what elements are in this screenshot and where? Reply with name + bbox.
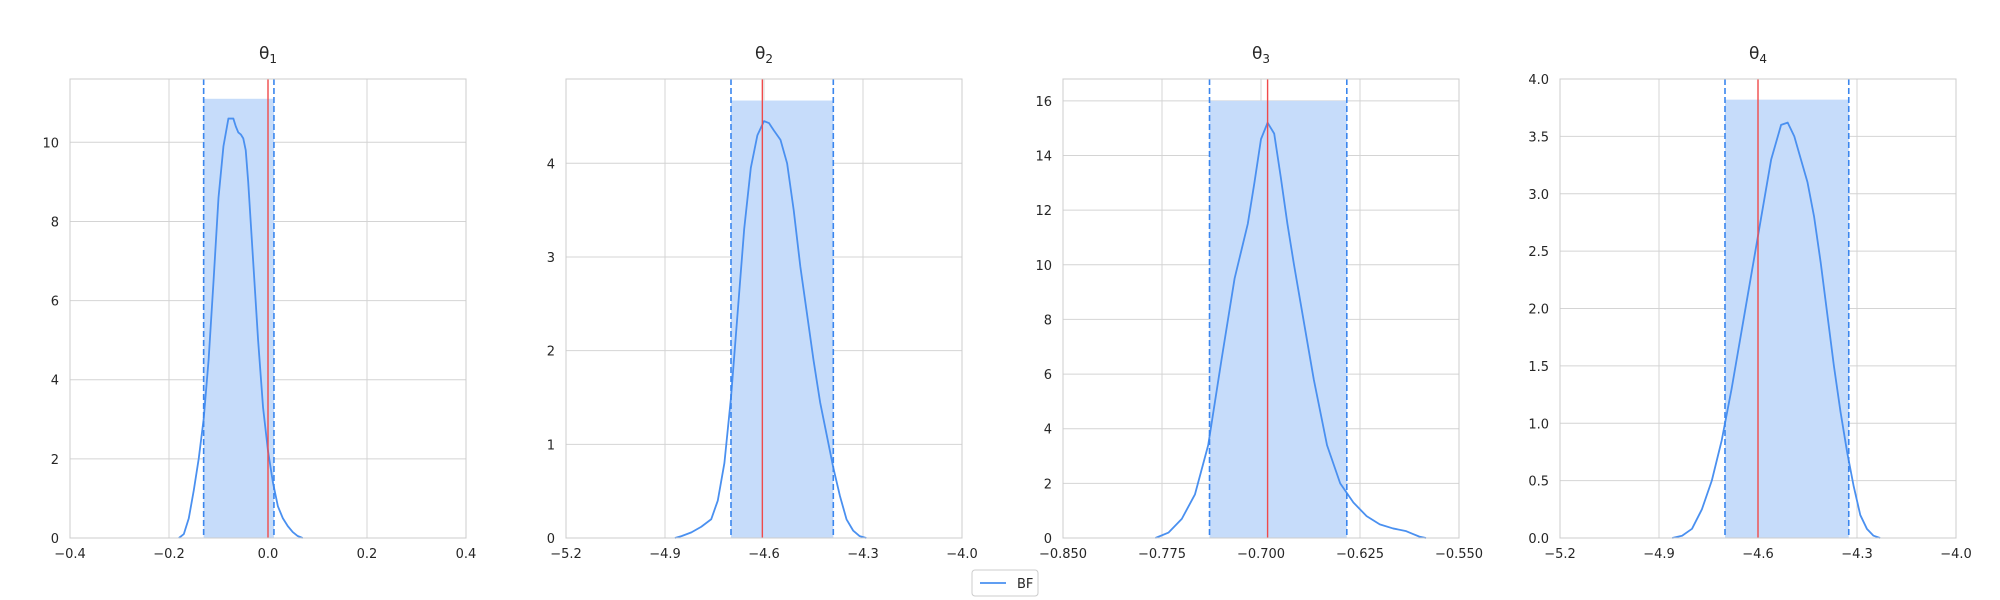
y-tick-label: 0.0 [1528, 532, 1549, 547]
y-tick-label: 3 [547, 251, 555, 266]
y-tick-label: 3.5 [1528, 130, 1549, 145]
y-tick-label: 8 [51, 215, 59, 230]
title-subscript: 3 [1262, 52, 1270, 66]
interval-band [1209, 100, 1347, 538]
subplot-title: θ2 [755, 44, 773, 66]
y-tick-label: 2.0 [1528, 303, 1549, 318]
axes-frame [1062, 78, 1460, 539]
y-tick-label: 1 [547, 438, 555, 453]
y-tick-label: 3.0 [1528, 188, 1549, 203]
axes-frame [565, 78, 963, 539]
subplot-theta-1: θ1 −0.4 −0.2 0.0 0.2 0.4 0 2 4 6 8 10 [42, 44, 476, 562]
x-tick-label: −0.625 [1336, 547, 1384, 562]
x-tick-label: −4.3 [847, 547, 879, 562]
x-tick-label: −0.775 [1138, 547, 1186, 562]
x-tick-label: −0.2 [153, 547, 185, 562]
y-tick-label: 4 [547, 157, 555, 172]
x-tick-label: −0.850 [1039, 547, 1087, 562]
y-tick-label: 8 [1044, 313, 1052, 328]
kde-line [1155, 121, 1427, 539]
x-tick-label: −4.9 [649, 547, 681, 562]
title-base: θ [755, 44, 765, 64]
title-subscript: 1 [269, 52, 277, 66]
y-tick-label: 12 [1035, 204, 1052, 219]
title-base: θ [1252, 44, 1262, 64]
x-tick-label: 0.4 [456, 547, 477, 562]
legend: BF [971, 569, 1039, 597]
kde-line [1671, 121, 1881, 539]
x-tick-label: −4.0 [1940, 547, 1972, 562]
y-tick-label: 4 [51, 374, 59, 389]
x-tick-label: 0.2 [357, 547, 378, 562]
y-tick-label: 2 [51, 453, 59, 468]
axes-frame [69, 78, 467, 539]
y-tick-label: 16 [1035, 95, 1052, 110]
interval-band [203, 98, 274, 538]
y-tick-label: 10 [42, 136, 59, 151]
y-tick-label: 4 [1044, 423, 1052, 438]
subplot-title: θ1 [259, 44, 277, 66]
y-tick-label: 6 [51, 295, 59, 310]
y-tick-label: 0 [51, 532, 59, 547]
y-tick-label: 2 [547, 345, 555, 360]
subplot-title: θ4 [1749, 44, 1767, 66]
x-tick-label: −4.3 [1841, 547, 1873, 562]
y-tick-label: 4.0 [1528, 73, 1549, 88]
subplot-theta-3: θ3 −0.850 −0.775 −0.700 −0.625 −0.550 0 2 4 6 8 10… [1035, 44, 1483, 562]
kde-line [178, 117, 303, 539]
title-base: θ [1749, 44, 1759, 64]
x-tick-label: −4.0 [946, 547, 978, 562]
y-tick-label: 14 [1035, 150, 1052, 165]
y-tick-label: 0 [1044, 532, 1052, 547]
x-tick-label: −0.4 [54, 547, 86, 562]
x-tick-label: −5.2 [550, 547, 582, 562]
y-tick-label: 10 [1035, 259, 1052, 274]
x-tick-label: −0.550 [1435, 547, 1483, 562]
kde-line [674, 120, 867, 539]
title-subscript: 4 [1759, 52, 1767, 66]
y-tick-label: 2 [1044, 477, 1052, 492]
x-tick-label: −0.700 [1237, 547, 1285, 562]
y-tick-label: 2.5 [1528, 245, 1549, 260]
legend-label: BF [1017, 577, 1033, 592]
subplot-title: θ3 [1252, 44, 1270, 66]
interval-band [731, 100, 834, 539]
x-tick-label: −4.6 [1742, 547, 1774, 562]
y-tick-label: 0 [547, 532, 555, 547]
x-tick-label: 0.0 [258, 547, 279, 562]
y-tick-label: 6 [1044, 368, 1052, 383]
title-subscript: 2 [765, 52, 773, 66]
y-tick-label: 0.5 [1528, 475, 1549, 490]
title-base: θ [259, 44, 269, 64]
y-tick-label: 1.0 [1528, 417, 1549, 432]
subplot-theta-4: θ4 −5.2 −4.9 −4.6 −4.3 −4.0 0.0 0.5 1.0 1.5 2.0 2.… [1528, 44, 1971, 562]
x-tick-label: −5.2 [1544, 547, 1576, 562]
x-tick-label: −4.9 [1643, 547, 1675, 562]
x-tick-label: −4.6 [748, 547, 780, 562]
y-tick-label: 1.5 [1528, 360, 1549, 375]
axes-frame [1559, 78, 1957, 539]
